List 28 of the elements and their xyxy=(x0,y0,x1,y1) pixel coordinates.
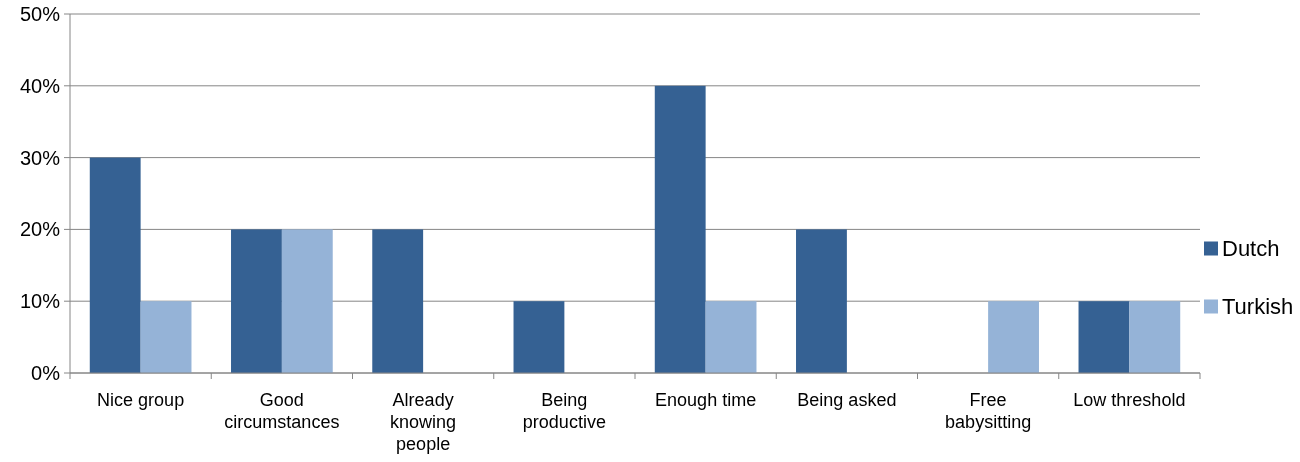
bar xyxy=(281,229,333,373)
bar xyxy=(372,229,424,373)
legend-label: Dutch xyxy=(1222,236,1280,262)
y-tick-label: 30% xyxy=(19,146,61,169)
bar xyxy=(513,301,565,373)
bar xyxy=(89,157,141,373)
x-tick-label: Free babysitting xyxy=(945,390,1032,432)
x-tick-label: Low threshold xyxy=(1073,390,1186,410)
x-tick-label: Already knowing people xyxy=(390,390,457,454)
bar xyxy=(140,301,192,373)
y-tick-label: 40% xyxy=(19,74,61,97)
bar xyxy=(654,85,706,373)
x-tick-label: Enough time xyxy=(655,390,757,410)
y-tick-label: 50% xyxy=(19,3,61,25)
bar xyxy=(796,229,847,373)
bar xyxy=(1078,301,1130,373)
y-tick-label: 0% xyxy=(31,362,61,384)
bar xyxy=(705,301,757,373)
bar xyxy=(988,301,1039,373)
x-tick-label: Nice group xyxy=(97,390,185,410)
legend-label: Turkish xyxy=(1222,294,1294,320)
bar xyxy=(1129,301,1181,373)
x-tick-label: Good circumstances xyxy=(224,390,340,432)
bar xyxy=(231,229,282,373)
x-tick-label: Being asked xyxy=(797,390,897,410)
y-tick-label: 10% xyxy=(19,290,61,313)
x-tick-label: Being productive xyxy=(522,390,606,432)
y-tick-label: 20% xyxy=(19,218,61,241)
